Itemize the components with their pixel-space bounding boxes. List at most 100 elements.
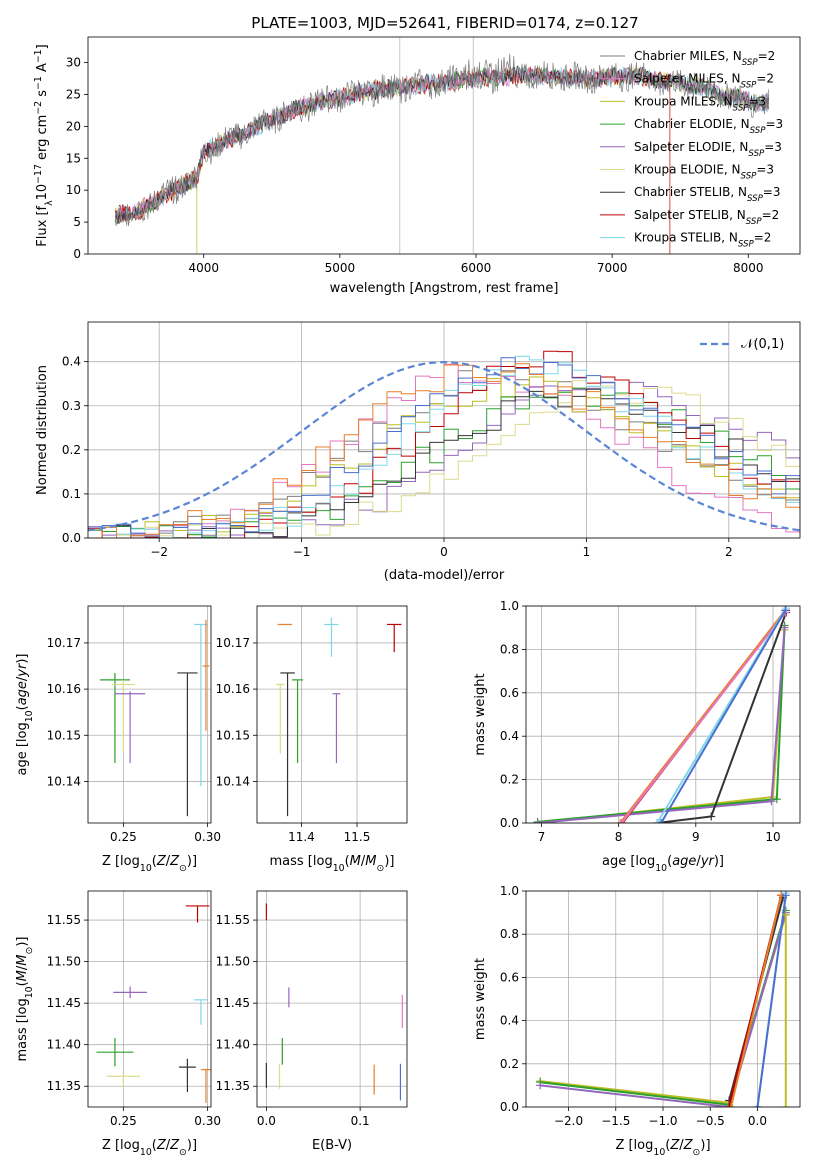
weight-marker [767,797,776,806]
y-tick-label: 0.0 [500,1100,519,1114]
y-tick-label: 0.4 [500,1014,519,1028]
histogram-series [88,357,800,538]
x-tick-label: 0.25 [110,830,137,844]
weight-line [537,625,786,823]
x-tick-label: 11.4 [288,830,315,844]
x-axis-label: age [log10(age/yr)] [602,854,724,874]
x-tick-label: 4000 [188,261,219,275]
y-tick-label: 0.4 [62,355,81,369]
weight-line [660,609,787,823]
weight-series [753,891,790,1107]
histogram-series [88,363,800,538]
histogram-series [88,363,800,538]
y-tick-label: 0.6 [500,970,519,984]
x-tick-label: 8000 [733,261,764,275]
y-tick-label: 10.16 [216,682,250,696]
weight-marker [653,819,662,823]
y-tick-label: 11.50 [216,955,250,969]
x-tick-label: 1 [583,545,591,559]
x-tick-label: −1 [293,545,311,559]
y-tick-label: 10.17 [216,636,250,650]
y-tick-label: 11.40 [216,1038,250,1052]
x-axis-label: mass [log10(M/M⊙)] [270,854,395,874]
legend-entry: Salpeter MILES, NSSP=2 [634,72,774,91]
plot-area [114,37,770,254]
errorbar-point [275,683,285,754]
weight-series [533,621,789,823]
legend-entry: Salpeter STELIB, NSSP=2 [634,208,779,227]
legend-entry: Salpeter ELODIE, NSSP=3 [634,140,782,159]
y-tick-label: 10.15 [47,728,81,742]
y-axis-label: age [log10(age/yr)] [15,653,35,775]
x-tick-label: −2 [150,545,168,559]
weight-series [781,910,790,1107]
axes-frame [256,890,408,1108]
errorbar-point [111,679,136,754]
y-tick-label: 10.15 [216,728,250,742]
errorbar-point [185,905,210,923]
weight-marker [780,623,789,632]
x-tick-label: 0.1 [351,1114,370,1128]
x-tick-label: 6000 [461,261,492,275]
weight-marker [536,1081,545,1090]
y-tick-label: 0.1 [62,487,81,501]
y-tick-label: 0.4 [500,729,519,743]
x-tick-label: −1.0 [648,1114,677,1128]
errorbar-point [280,672,295,817]
plot-area [275,617,402,817]
histogram-series [88,350,800,538]
y-axis-label: mass weight [473,673,488,755]
x-tick-label: 0.25 [110,1114,137,1128]
y-tick-label: 11.40 [47,1038,81,1052]
y-tick-label: 0.3 [62,399,81,413]
y-tick-label: 0.6 [500,686,519,700]
errorbar-point [292,679,304,763]
y-tick-label: 11.45 [216,996,250,1010]
y-tick-label: 5 [73,215,81,229]
weight-series [657,606,790,823]
x-axis-label: E(B-V) [312,1138,352,1153]
errorbar-point [99,672,131,763]
weight-marker [657,819,666,823]
plot-area [533,606,791,823]
y-tick-label: 0.0 [500,816,519,830]
chart-spectrum: 4000 5000 6000 7000 8000 0 5 10 15 20 25 30 waveleng… [33,36,801,296]
weight-marker [616,819,625,823]
y-tick-label: 0.2 [62,443,81,457]
legend-entry: Kroupa MILES, NSSP=3 [634,94,766,113]
y-axis-label: Flux [fλ10−17 erg cm−2 s−1 A−1] [33,44,55,246]
errorbar-point [177,672,198,817]
x-tick-label: 0.30 [194,1114,221,1128]
chart-age_vs_Z: 0.25 0.30 10.14 10.15 10.16 10.17 Z [log10(Z/Z… [15,605,221,874]
weight-line [540,912,787,1107]
weight-marker [772,795,781,804]
weight-line [537,627,786,823]
y-tick-label: 11.55 [47,913,81,927]
y-tick-label: 0.2 [500,773,519,787]
weight-marker [727,1103,736,1107]
errorbar-point [194,999,208,1025]
chart-mass_vs_EBV: 0.0 0.1 11.35 11.40 11.45 11.50 11.55 E(B-V) [216,890,408,1153]
legend-entry: Kroupa ELODIE, NSSP=3 [634,163,774,182]
x-axis-label: wavelength [Angstrom, rest frame] [330,281,559,296]
x-tick-label: −2.0 [554,1114,583,1128]
weight-marker [781,891,790,900]
chart-residuals: −2 −1 0 1 2 0.0 0.1 0.2 0.3 0.4 (data-model)/error… [35,321,801,583]
y-tick-label: 11.35 [47,1079,81,1093]
errorbar-point [178,1058,196,1093]
y-tick-label: 11.35 [216,1079,250,1093]
weight-marker [781,1103,790,1107]
plot-area [536,891,790,1107]
y-tick-label: 11.50 [47,955,81,969]
x-axis-label: (data-model)/error [384,568,505,583]
x-axis-label: Z [log10(Z/Z⊙)] [102,854,197,874]
errorbar-point [114,691,146,763]
plot-area [99,619,210,817]
y-tick-label: 10.17 [47,636,81,650]
axes-frame [87,890,212,1108]
x-tick-label: −0.5 [696,1114,725,1128]
errorbar-point [113,986,147,999]
weight-marker [617,819,626,823]
weight-marker [781,910,790,919]
